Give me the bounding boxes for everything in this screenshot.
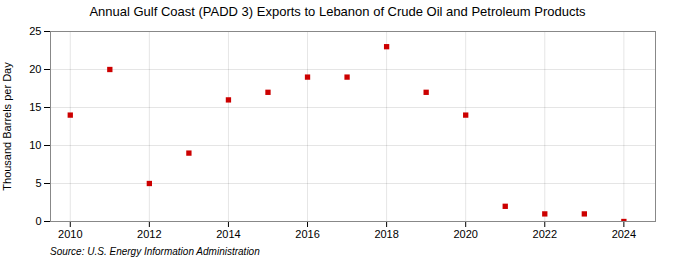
svg-text:10: 10 xyxy=(29,139,41,151)
svg-text:2016: 2016 xyxy=(295,228,319,240)
svg-text:2022: 2022 xyxy=(533,228,557,240)
svg-text:Thousand Barrels per Day: Thousand Barrels per Day xyxy=(1,62,13,191)
svg-text:15: 15 xyxy=(29,101,41,113)
svg-text:2018: 2018 xyxy=(374,228,398,240)
svg-text:0: 0 xyxy=(35,215,41,227)
html-text:Source: U.S. Energy Informatio: Source: U.S. Energy Information Administ… xyxy=(50,246,260,257)
svg-text:2020: 2020 xyxy=(453,228,477,240)
svg-text:5: 5 xyxy=(35,177,41,189)
html-text:Annual Gulf Coast (PADD 3) Exp: Annual Gulf Coast (PADD 3) Exports to Le… xyxy=(89,4,586,19)
svg-text:2024: 2024 xyxy=(612,228,636,240)
svg-text:2010: 2010 xyxy=(58,228,82,240)
svg-text:25: 25 xyxy=(29,25,41,37)
svg-text:2014: 2014 xyxy=(216,228,240,240)
svg-text:2012: 2012 xyxy=(137,228,161,240)
svg-text:20: 20 xyxy=(29,63,41,75)
